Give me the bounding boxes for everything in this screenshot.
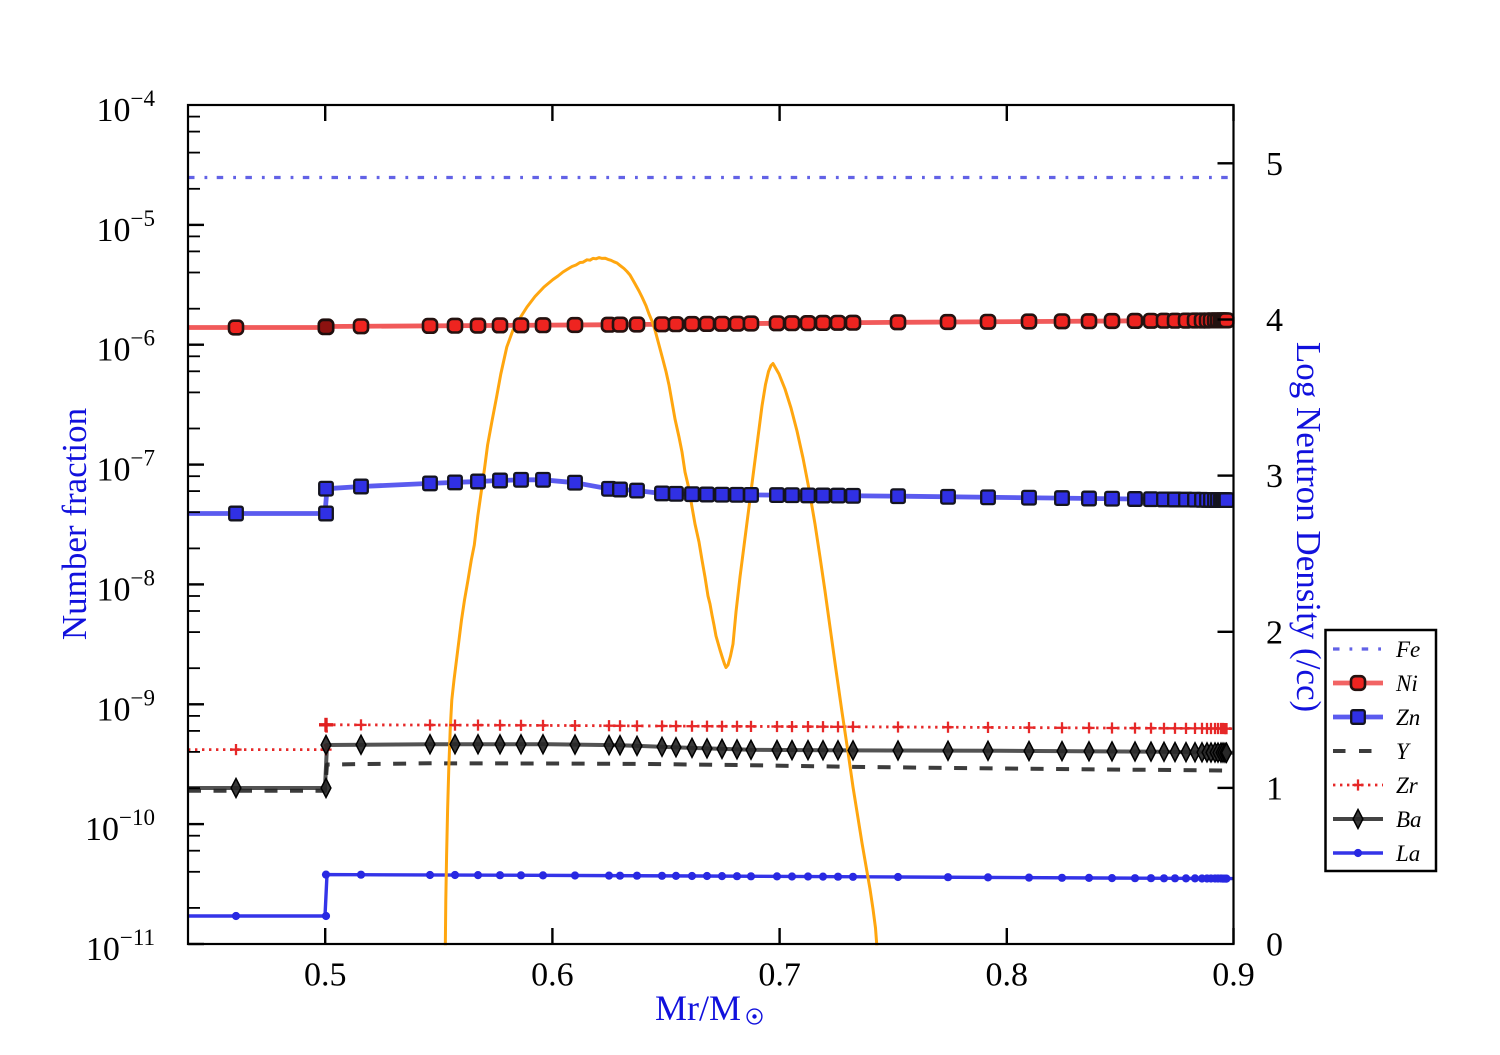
- svg-text:Log Neutron Density (/cc): Log Neutron Density (/cc): [1289, 342, 1328, 712]
- svg-text:0.9: 0.9: [1212, 957, 1255, 994]
- svg-text:Y: Y: [1396, 739, 1411, 764]
- svg-text:1: 1: [1266, 770, 1283, 807]
- svg-text:4: 4: [1266, 302, 1283, 339]
- svg-text:Fe: Fe: [1395, 637, 1420, 662]
- svg-text:Mr/M: Mr/M: [655, 988, 741, 1028]
- svg-text:0.6: 0.6: [531, 957, 574, 994]
- svg-text:Ba: Ba: [1396, 807, 1422, 832]
- svg-text:Zn: Zn: [1396, 705, 1420, 730]
- svg-text:10−7: 10−7: [97, 446, 155, 489]
- svg-text:0: 0: [1266, 927, 1283, 964]
- svg-text:0.5: 0.5: [304, 957, 347, 994]
- svg-text:2: 2: [1266, 614, 1283, 651]
- svg-text:Ni: Ni: [1395, 671, 1418, 696]
- svg-text:10−9: 10−9: [97, 685, 155, 728]
- svg-text:0.8: 0.8: [986, 957, 1029, 994]
- svg-text:Number fraction: Number fraction: [55, 408, 94, 640]
- svg-text:0.7: 0.7: [758, 957, 801, 994]
- svg-text:3: 3: [1266, 458, 1283, 495]
- svg-text:Zr: Zr: [1396, 773, 1419, 798]
- svg-text:5: 5: [1266, 146, 1283, 183]
- svg-text:La: La: [1395, 841, 1420, 866]
